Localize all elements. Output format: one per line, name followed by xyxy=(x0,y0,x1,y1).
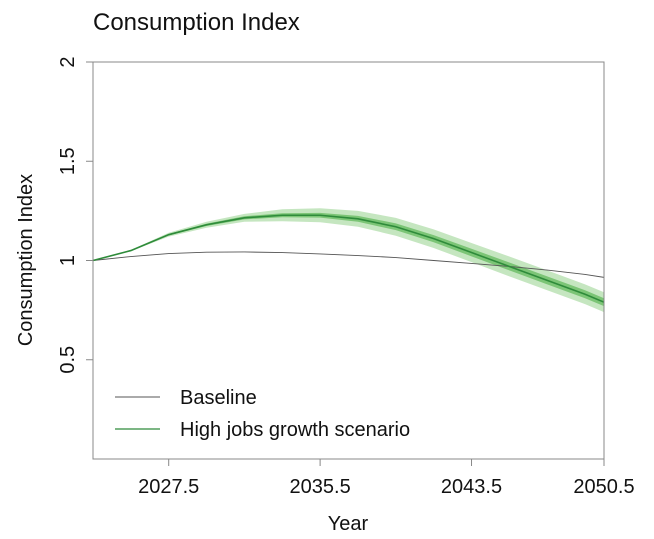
chart-title: Consumption Index xyxy=(93,9,300,36)
confidence-band xyxy=(93,212,604,307)
series-line xyxy=(92,214,605,303)
plot-frame xyxy=(92,61,605,460)
x-tick-label: 2050.5 xyxy=(573,476,634,498)
y-tick-label: 1.5 xyxy=(57,147,79,175)
y-axis-title: Consumption Index xyxy=(15,174,37,346)
legend-label: High jobs growth scenario xyxy=(180,419,410,441)
y-tick-label: 2 xyxy=(57,56,79,67)
legend-label: Baseline xyxy=(180,387,257,409)
x-tick-label: 2035.5 xyxy=(290,476,351,498)
x-tick-label: 2027.5 xyxy=(138,476,199,498)
confidence-band xyxy=(93,208,604,313)
y-tick-label: 0.5 xyxy=(57,346,79,374)
x-axis-title: Year xyxy=(328,513,369,535)
series-line xyxy=(92,251,605,278)
x-tick-label: 2043.5 xyxy=(441,476,502,498)
y-tick-label: 1 xyxy=(57,255,79,266)
